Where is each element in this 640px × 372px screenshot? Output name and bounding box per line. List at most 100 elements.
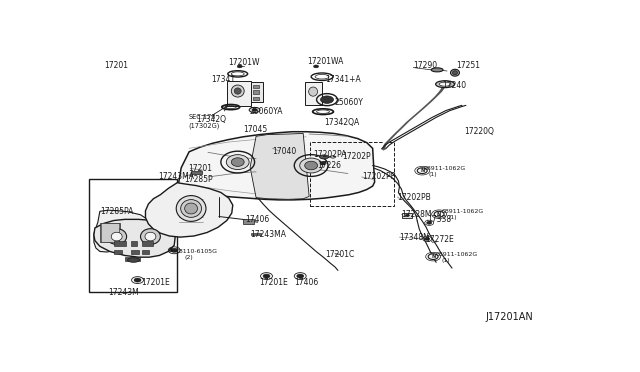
Ellipse shape (231, 158, 244, 166)
Bar (403, 213, 412, 218)
Circle shape (428, 254, 438, 260)
Polygon shape (94, 219, 175, 257)
Polygon shape (145, 183, 233, 237)
Circle shape (134, 278, 141, 282)
Bar (253, 85, 259, 88)
Ellipse shape (127, 258, 140, 262)
Bar (191, 171, 202, 174)
Text: 17243M: 17243M (108, 288, 139, 297)
Bar (253, 97, 259, 100)
Text: 17201E: 17201E (260, 279, 288, 288)
Polygon shape (251, 82, 262, 102)
Bar (89, 179, 177, 292)
Text: (1): (1) (441, 257, 450, 263)
Bar (310, 142, 394, 206)
Circle shape (425, 237, 429, 240)
Text: 17201WA: 17201WA (307, 57, 344, 66)
Text: 17243MA: 17243MA (251, 230, 287, 239)
Text: 17341: 17341 (211, 75, 235, 84)
Polygon shape (94, 210, 148, 252)
Text: 17202P: 17202P (342, 153, 371, 161)
Ellipse shape (234, 88, 241, 94)
Text: 08110-6105G: 08110-6105G (175, 249, 217, 254)
Polygon shape (305, 82, 322, 105)
Text: 08911-1062G: 08911-1062G (435, 252, 477, 257)
Ellipse shape (439, 82, 451, 86)
Circle shape (314, 65, 319, 68)
Polygon shape (227, 81, 251, 106)
Text: 17226: 17226 (317, 161, 341, 170)
Ellipse shape (231, 85, 244, 97)
Text: 25060Y: 25060Y (335, 98, 364, 107)
Ellipse shape (145, 232, 156, 241)
Circle shape (427, 221, 431, 224)
Bar (131, 250, 138, 254)
Text: 17341+A: 17341+A (325, 74, 361, 83)
Text: (2): (2) (184, 255, 193, 260)
Text: 17240: 17240 (442, 81, 466, 90)
Text: 08911-1062G: 08911-1062G (442, 209, 484, 214)
Text: 17348N: 17348N (399, 232, 429, 242)
Text: 17285PA: 17285PA (100, 207, 133, 216)
Text: 17202PB: 17202PB (397, 193, 431, 202)
Ellipse shape (107, 229, 127, 244)
Circle shape (263, 274, 270, 278)
Ellipse shape (227, 155, 249, 170)
Ellipse shape (141, 229, 161, 244)
Text: (17302G): (17302G) (188, 122, 220, 129)
Circle shape (434, 211, 444, 217)
Text: 17201C: 17201C (325, 250, 355, 259)
Circle shape (297, 274, 304, 278)
Text: N: N (437, 212, 441, 217)
Ellipse shape (300, 158, 323, 173)
Text: 17406: 17406 (246, 215, 270, 224)
Circle shape (252, 109, 257, 111)
Ellipse shape (431, 68, 443, 72)
Bar (243, 219, 253, 224)
Ellipse shape (180, 200, 202, 217)
Text: J17201AN: J17201AN (486, 312, 534, 322)
Text: 17201E: 17201E (141, 279, 170, 288)
Text: SEC.173: SEC.173 (188, 114, 216, 120)
Text: 17338: 17338 (428, 215, 451, 224)
Ellipse shape (176, 196, 206, 221)
Bar (251, 232, 260, 235)
Text: 17201W: 17201W (228, 58, 259, 67)
Ellipse shape (321, 96, 333, 103)
Text: 08911-1062G: 08911-1062G (423, 166, 465, 171)
Text: 17202PA: 17202PA (313, 150, 346, 158)
Text: 17290: 17290 (413, 61, 437, 70)
Bar (141, 241, 154, 246)
Circle shape (237, 65, 242, 68)
Circle shape (417, 168, 428, 173)
Ellipse shape (111, 232, 122, 241)
Ellipse shape (308, 87, 317, 96)
Circle shape (171, 248, 178, 252)
Polygon shape (178, 132, 374, 200)
Text: (1): (1) (428, 171, 437, 177)
Bar (141, 250, 150, 254)
Ellipse shape (249, 108, 260, 112)
Text: 17342QA: 17342QA (324, 118, 359, 127)
Bar (114, 250, 122, 254)
Text: 17201: 17201 (188, 164, 212, 173)
Ellipse shape (451, 69, 460, 76)
Ellipse shape (319, 155, 328, 159)
Text: 17342Q: 17342Q (196, 115, 226, 124)
Text: N: N (420, 168, 424, 173)
Bar (131, 241, 136, 246)
Ellipse shape (452, 71, 458, 75)
Text: 17251: 17251 (456, 61, 480, 70)
Text: 17040: 17040 (273, 147, 297, 156)
Bar (101, 223, 118, 242)
Text: 25060YA: 25060YA (250, 107, 283, 116)
Circle shape (405, 214, 410, 217)
Circle shape (321, 162, 325, 164)
Text: 17045: 17045 (244, 125, 268, 134)
Ellipse shape (305, 161, 317, 170)
Ellipse shape (436, 81, 454, 87)
Text: 17201: 17201 (104, 61, 128, 70)
Text: 17272E: 17272E (425, 235, 454, 244)
Text: 17406: 17406 (294, 279, 319, 288)
Bar (253, 90, 259, 94)
